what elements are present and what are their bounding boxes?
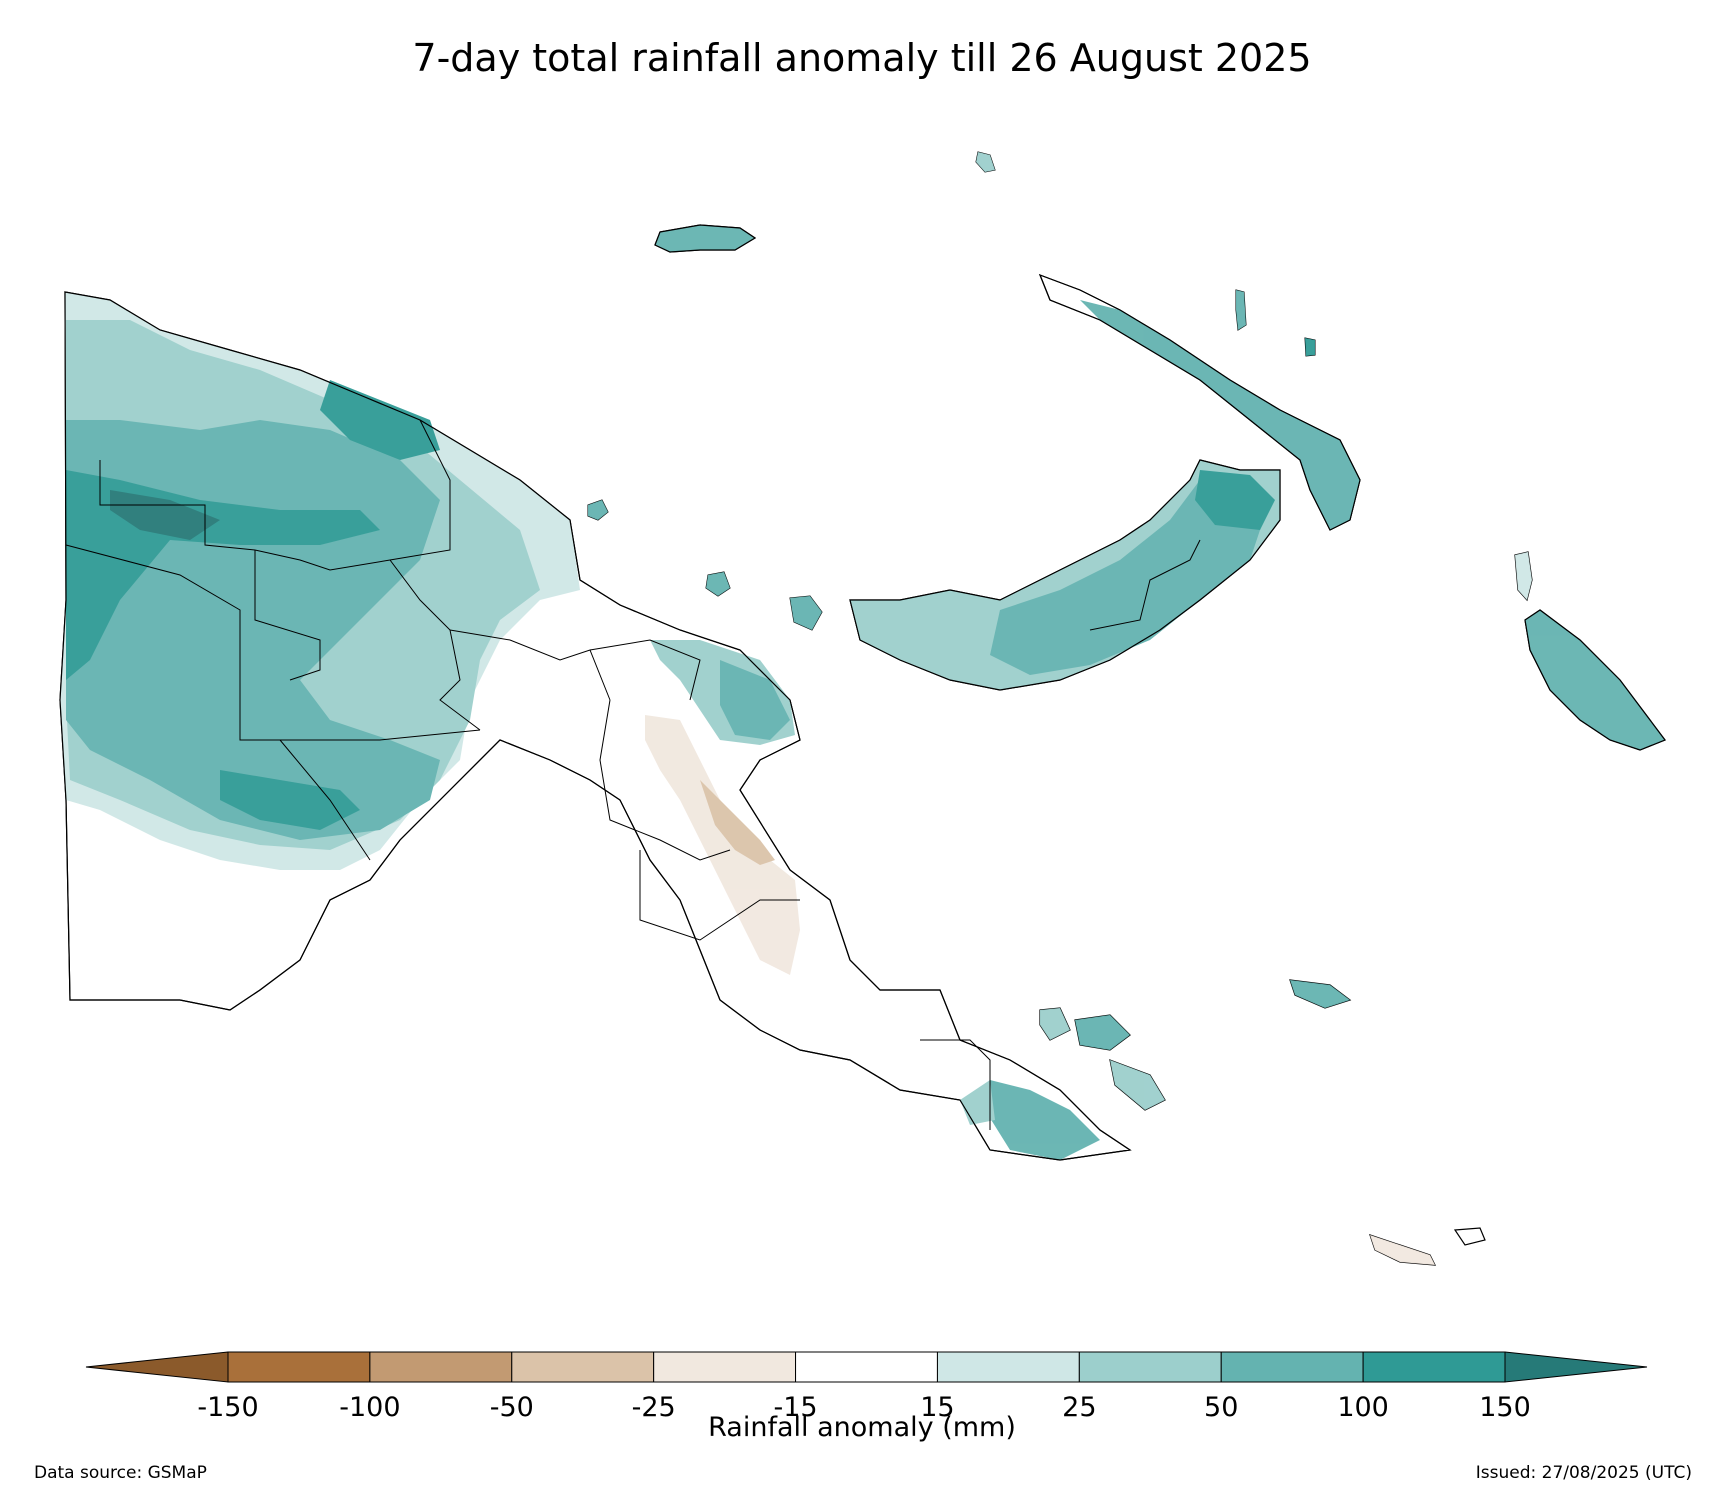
anomaly-region-goodenough (1040, 1008, 1070, 1040)
colorbar-segment (227, 1351, 371, 1383)
anomaly-shading (60, 152, 1665, 1265)
boundary-central (639, 850, 800, 941)
anomaly-region-above-150 (110, 490, 220, 540)
anomaly-region-100-150-south (220, 770, 360, 830)
province-boundaries (65, 419, 1201, 1130)
anomaly-region-trobriand (1290, 980, 1350, 1008)
anomaly-region-bougainville (1525, 610, 1665, 750)
anomaly-region-minus-15-25-tagula (1370, 1235, 1435, 1265)
data-source: Data source: GSMaP (34, 1463, 207, 1483)
anomaly-region-minus-15-25 (645, 715, 800, 975)
anomaly-region-normanby (1110, 1060, 1165, 1110)
boundary-morobe (599, 699, 731, 861)
anomaly-region-new-britain-peak (1195, 470, 1275, 530)
colorbar-tick-label: 100 (1337, 1392, 1389, 1423)
boundary-west-sepik (99, 460, 256, 551)
coast-new-ireland (1038, 273, 1361, 531)
colorbar-tick-label: 15 (920, 1392, 954, 1423)
anomaly-region-new-britain-core (990, 480, 1270, 675)
coastline-layer (59, 224, 1666, 1161)
anomaly-region-new-ireland (1080, 300, 1360, 530)
rossel-island (1453, 1227, 1486, 1246)
anomaly-region-buka (1515, 552, 1532, 600)
colorbar-tick-label: 25 (1062, 1392, 1096, 1423)
colorbar-label: Rainfall anomaly (mm) (708, 1412, 1016, 1443)
coast-manus (654, 224, 757, 253)
colorbar-ticks: -150 -100 -50 -25 -15 15 25 50 100 150 (197, 1392, 1530, 1423)
anomaly-region-umboi (790, 596, 822, 630)
colorbar-segment (795, 1351, 938, 1383)
colorbar-tick-label: -15 (774, 1392, 818, 1423)
coast-bougainville (1524, 609, 1666, 751)
colorbar-tick-label: -100 (339, 1392, 400, 1423)
issued-date: Issued: 27/08/2025 (UTC) (1475, 1463, 1692, 1483)
anomaly-region-lihir (1305, 338, 1315, 356)
colorbar-tick-label: 150 (1479, 1392, 1531, 1423)
map-title: 7-day total rainfall anomaly till 26 Aug… (412, 36, 1312, 80)
colorbar-segment (936, 1351, 1080, 1383)
boundary-madang (589, 639, 701, 701)
anomaly-region-madang-core (720, 660, 790, 740)
colorbar-extend-low (85, 1351, 229, 1383)
boundary-highlands-2 (389, 559, 481, 731)
colorbar-segment (1220, 1351, 1364, 1383)
anomaly-region-karkar (588, 500, 608, 520)
anomaly-region-milne-bay (985, 1080, 1100, 1160)
boundary-highlands-1 (254, 550, 321, 681)
colorbar-segment (1078, 1351, 1222, 1383)
anomaly-region-tabar (1236, 290, 1246, 330)
colorbar-tick-label: 50 (1204, 1392, 1238, 1423)
anomaly-region-mussau (976, 152, 995, 172)
colorbar (85, 1351, 1648, 1383)
colorbar-segment (653, 1351, 797, 1383)
anomaly-region-100-150-north (320, 380, 440, 460)
boundary-sepik-south (65, 544, 481, 741)
colorbar-segment (369, 1351, 513, 1383)
boundary-new-britain (1089, 539, 1201, 631)
colorbar-tick-label: -50 (490, 1392, 534, 1423)
colorbar-tick-label: -25 (632, 1392, 676, 1423)
boundary-oro (920, 1039, 991, 1130)
coast-mainland (59, 291, 1132, 1161)
anomaly-region-fergusson (1075, 1015, 1130, 1050)
colorbar-segment (1362, 1351, 1506, 1383)
boundary-highlands-3 (449, 629, 611, 701)
boundary-gulf (279, 739, 371, 861)
anomaly-region-minus-25-50 (700, 780, 775, 865)
anomaly-region-long-island (706, 572, 730, 596)
coast-new-britain (849, 459, 1281, 691)
colorbar-tick-label: -150 (197, 1392, 258, 1423)
anomaly-region-manus (655, 225, 755, 252)
colorbar-extend-high (1504, 1351, 1648, 1383)
colorbar-segment (511, 1351, 655, 1383)
